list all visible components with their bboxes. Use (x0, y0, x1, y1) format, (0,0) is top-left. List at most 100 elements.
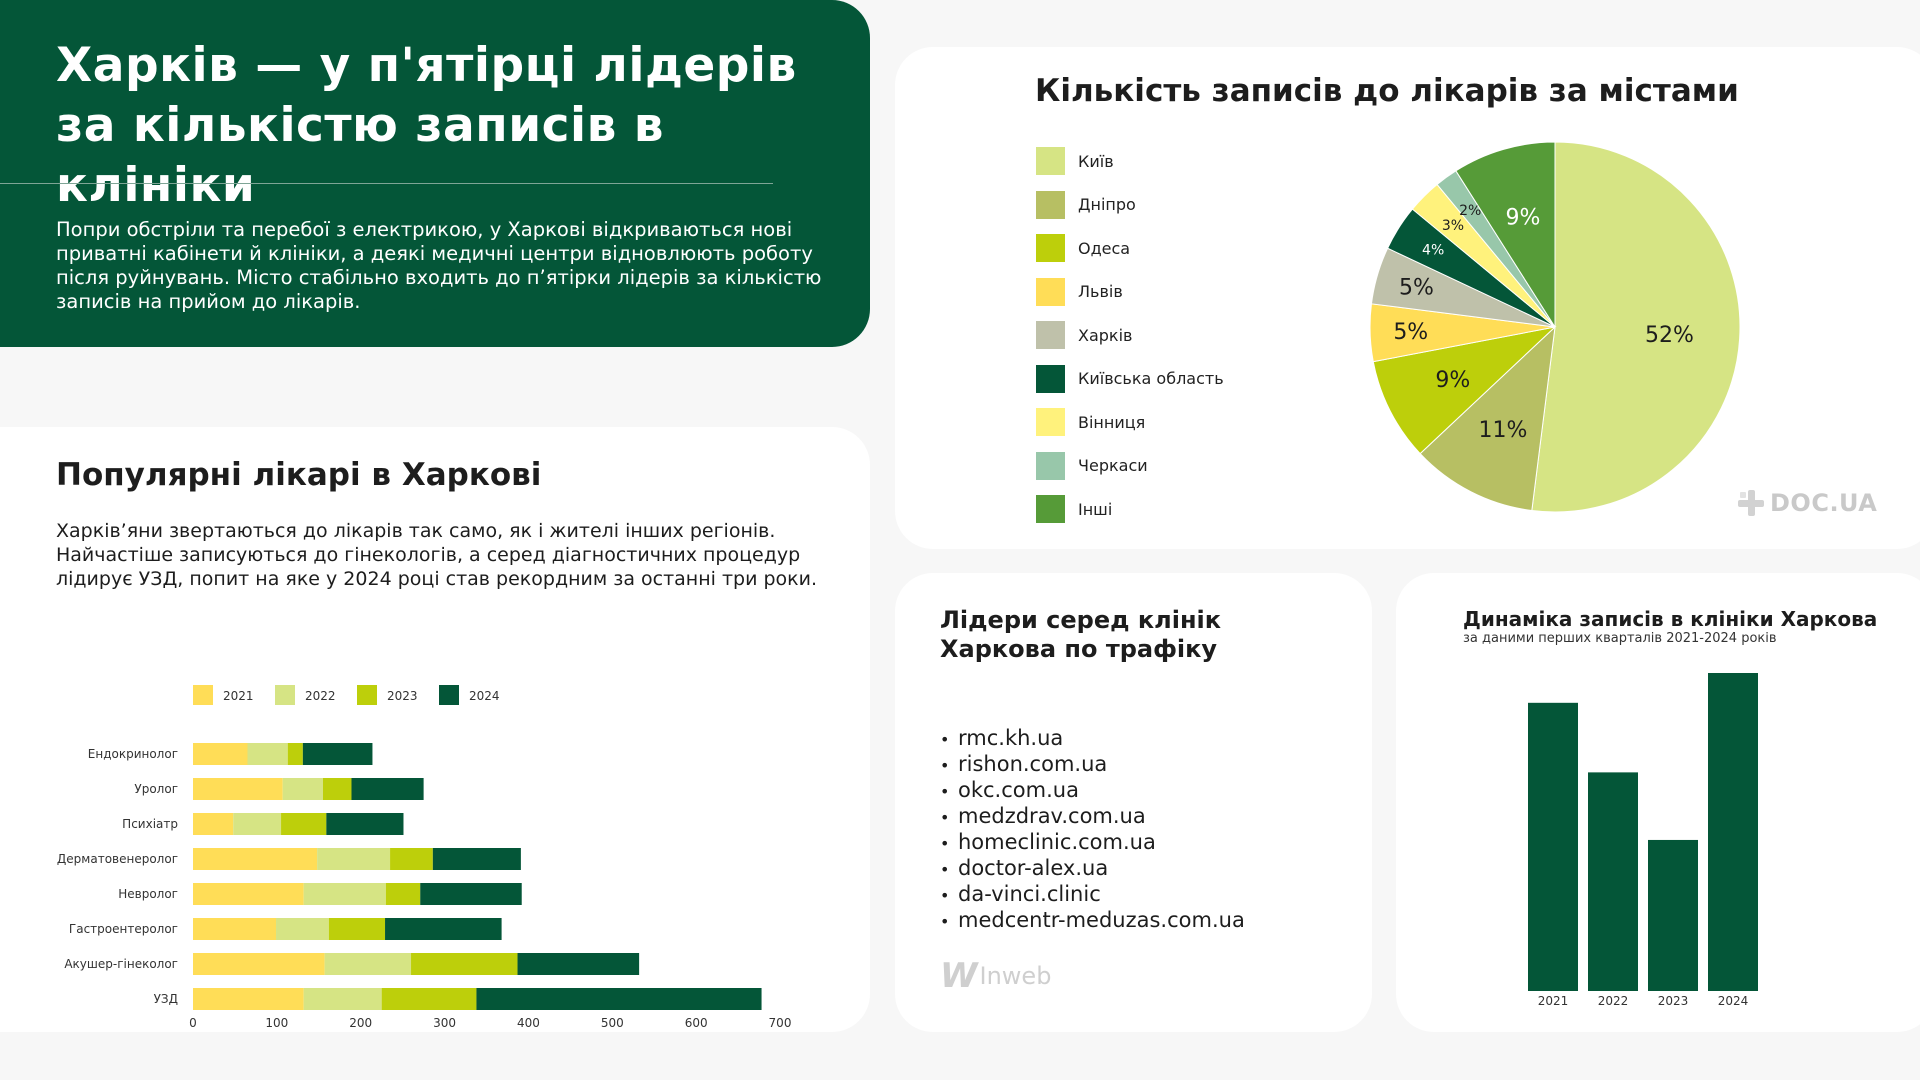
bar-legend-label: 2024 (469, 689, 500, 703)
dynamics-x-label: 2023 (1658, 994, 1689, 1008)
clinic-leader-item: • okc.com.ua (940, 778, 1245, 804)
bar-segment (193, 988, 304, 1010)
pie-legend-swatch (1036, 321, 1065, 349)
clinic-leader-item: • medcentr-meduzas.com.ua (940, 908, 1245, 934)
clinic-leader-label: medzdrav.com.ua (958, 804, 1146, 828)
bar-segment (476, 988, 762, 1010)
pie-legend-label: Вінниця (1078, 412, 1146, 432)
bar-category-label: Уролог (134, 782, 178, 796)
inweb-logo-mark: W (940, 956, 978, 996)
bar-legend-label: 2021 (223, 689, 254, 703)
clinic-leader-item: • homeclinic.com.ua (940, 830, 1245, 856)
bar-category-label: Невролог (118, 887, 178, 901)
dynamics-card: Динаміка записів в клініки Харкова за да… (1396, 573, 1920, 1032)
bar-segment (381, 988, 477, 1010)
bar-segment (324, 953, 412, 975)
bar-segment (326, 813, 404, 835)
bullet-icon: • (940, 912, 950, 931)
bar-legend-item: 2021 (193, 685, 254, 705)
hero-divider (0, 183, 773, 184)
pie-legend-swatch (1036, 147, 1065, 175)
pie-legend-label: Львів (1078, 282, 1123, 301)
pie-legend-swatch (1036, 408, 1065, 436)
pie-legend-item: Київ (1036, 147, 1114, 175)
pie-slice (1455, 142, 1556, 329)
pie-legend-label: Одеса (1078, 238, 1131, 258)
city-pie-chart: 52% 11% 9% 5% 5% 4% 3%2% 9% (1369, 142, 1741, 513)
bar-segment (328, 918, 386, 940)
bar-legend-swatch (193, 685, 213, 705)
bar-segment (385, 883, 421, 905)
bar-category-label: Психіатр (122, 817, 178, 831)
pie-legend-item: Дніпро (1036, 190, 1136, 219)
pie-legend-item: Одеса (1036, 234, 1130, 262)
bar-segment (193, 778, 283, 800)
bar-legend-item: 2022 (275, 685, 336, 705)
hero-panel: Харків — у п'ятірці лідерів за кількістю… (0, 0, 870, 347)
pie-legend-label: Черкаси (1078, 456, 1148, 475)
bar-category-label: УЗД (154, 992, 178, 1006)
bar-segment (233, 813, 282, 835)
bar-segment (385, 918, 502, 940)
clinic-leader-item: • da-vinci.clinic (940, 882, 1245, 908)
bar-legend-label: 2022 (305, 689, 336, 703)
pie-legend-item: Черкаси (1036, 451, 1148, 480)
pie-legend-swatch (1036, 190, 1065, 219)
inweb-logo: W Inweb (940, 956, 1051, 996)
bar-x-tick: 0 (189, 1016, 197, 1027)
bar-segment (411, 953, 518, 975)
dynamics-subtitle: за даними перших кварталів 2021-2024 рок… (1463, 631, 1777, 646)
pie-value-label: 4% (1422, 243, 1444, 259)
pie-legend-label: Дніпро (1078, 195, 1136, 214)
bar-legend-label: 2023 (387, 689, 418, 703)
pie-value-label: 9% (1435, 368, 1470, 393)
popular-doctors-card: Популярні лікарі в Харкові Харків’яни зв… (0, 427, 870, 1032)
pie-value-label: 52% (1645, 323, 1694, 348)
dynamics-x-label: 2024 (1718, 994, 1749, 1008)
bar-segment (390, 848, 433, 870)
pie-legend-label: Київська область (1078, 369, 1224, 388)
bullet-icon: • (940, 834, 950, 853)
bar-segment (193, 918, 277, 940)
bar-segment (303, 988, 382, 1010)
pie-legend-label: Інші (1078, 499, 1113, 519)
pie-slice (1531, 142, 1741, 513)
bar-segment (432, 848, 521, 870)
bar-x-tick: 400 (517, 1016, 540, 1027)
pie-legend-swatch (1036, 495, 1065, 523)
bar-x-tick: 500 (601, 1016, 624, 1027)
bar-segment (303, 883, 386, 905)
clinic-leader-label: medcentr-meduzas.com.ua (958, 908, 1245, 932)
inweb-logo-text: Inweb (979, 962, 1052, 990)
pie-legend-swatch (1036, 364, 1065, 393)
bar-legend-swatch (357, 685, 377, 705)
pie-legend-swatch (1036, 234, 1065, 262)
bar-x-tick: 200 (349, 1016, 372, 1027)
bullet-icon: • (940, 756, 950, 775)
dynamics-bar-chart: 2021 2022 2023 2024 (1528, 673, 1758, 1008)
docua-logo-text: DOC.UA (1770, 489, 1878, 517)
dynamics-bar (1708, 673, 1758, 991)
bar-x-tick: 600 (685, 1016, 708, 1027)
bar-legend-item: 2023 (357, 685, 418, 705)
pie-legend-label: Київ (1078, 151, 1114, 171)
pie-value-label: 5% (1399, 275, 1434, 300)
bar-segment (322, 778, 352, 800)
popular-doctors-title: Популярні лікарі в Харкові (56, 457, 542, 493)
hero-text: Попри обстріли та перебої з електрикою, … (56, 218, 822, 313)
city-records-card: Кількість записів до лікарів за містами … (895, 47, 1920, 549)
pie-value-label: 11% (1478, 418, 1527, 443)
bar-segment (282, 778, 323, 800)
dynamics-bar (1528, 702, 1578, 991)
bar-x-tick: 700 (769, 1016, 792, 1027)
pie-value-label: 5% (1393, 320, 1428, 345)
clinic-leader-label: doctor-alex.ua (958, 856, 1109, 880)
pie-legend-label: Харків (1078, 325, 1133, 345)
bullet-icon: • (940, 808, 950, 827)
bar-segment (193, 883, 304, 905)
pie-legend-item: Львів (1036, 277, 1123, 306)
clinic-leader-label: homeclinic.com.ua (958, 830, 1156, 854)
dynamics-title: Динаміка записів в клініки Харкова (1463, 607, 1878, 631)
bar-segment (193, 813, 234, 835)
clinic-leader-item: • rishon.com.ua (940, 752, 1245, 778)
